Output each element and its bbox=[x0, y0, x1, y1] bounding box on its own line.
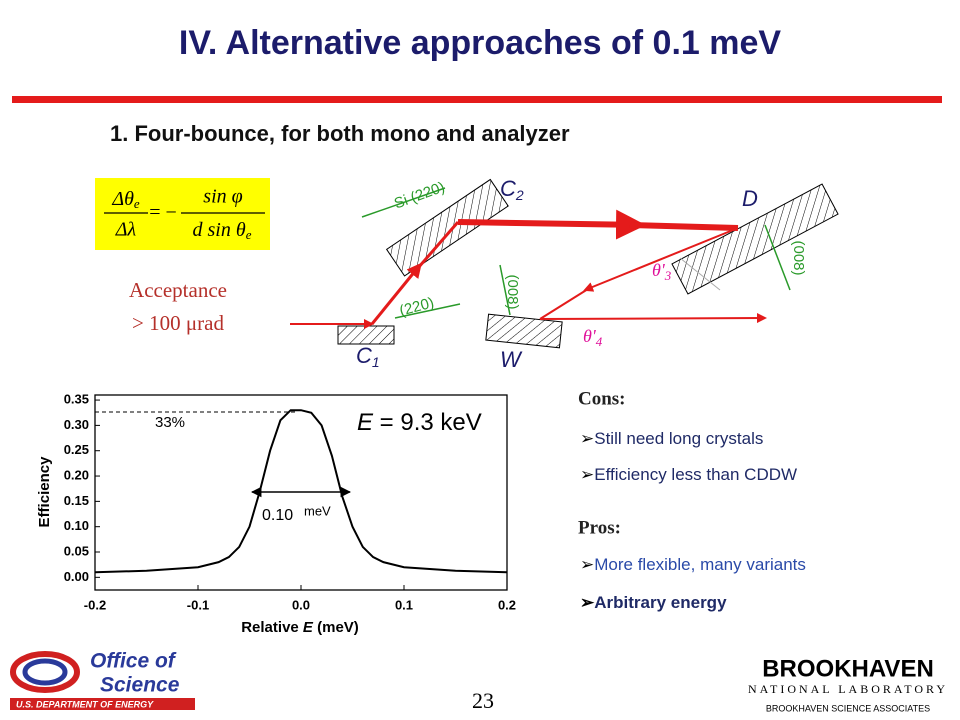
eq-part: Δθ bbox=[111, 188, 134, 210]
crystal-label: W bbox=[500, 347, 523, 372]
page-number: 23 bbox=[472, 688, 494, 713]
item-text: Efficiency less than CDDW bbox=[594, 465, 797, 484]
doe-logo: Office of Science U.S. DEPARTMENT OF ENE… bbox=[10, 650, 195, 710]
subtitle: 1. Four-bounce, for both mono and analyz… bbox=[110, 121, 570, 146]
annotation: 33% bbox=[155, 414, 185, 431]
annotation: meV bbox=[304, 503, 331, 518]
cons-item: ➢Still need long crystals bbox=[580, 429, 763, 448]
x-axis-label: Relative E (meV) bbox=[241, 619, 359, 636]
acceptance: Acceptance bbox=[129, 278, 227, 302]
equation-box bbox=[95, 178, 270, 250]
angle-label: θ'4 bbox=[583, 326, 603, 349]
crystal-c1 bbox=[337, 325, 395, 345]
eq-text: Δλ bbox=[115, 219, 137, 241]
label-part: C bbox=[500, 176, 516, 201]
label-sub: 2 bbox=[515, 187, 524, 203]
beam bbox=[539, 288, 589, 320]
crystal-label: D bbox=[742, 186, 758, 211]
bnl-logo: BROOKHAVEN NATIONAL LABORATORY BROOKHAVE… bbox=[748, 655, 948, 713]
label-part: E bbox=[303, 619, 314, 636]
y-tick-label: 0.35 bbox=[64, 392, 89, 407]
title: IV. Alternative approaches of 0.1 meV bbox=[179, 24, 781, 62]
acceptance: > 100 μrad bbox=[132, 311, 224, 335]
logo-text: BROOKHAVEN SCIENCE ASSOCIATES bbox=[766, 703, 930, 713]
plane-label: (008) bbox=[504, 274, 521, 309]
equation: Δθe Δλ = − sin φ d sin θe bbox=[95, 178, 270, 250]
y-tick-label: 0.30 bbox=[64, 417, 89, 432]
item-text: Still need long crystals bbox=[594, 429, 763, 448]
plane-line bbox=[361, 187, 446, 218]
annotation: 0.10 bbox=[262, 507, 293, 524]
beam bbox=[370, 262, 422, 325]
pros-heading: Pros: bbox=[578, 517, 621, 538]
crystal-w bbox=[485, 313, 563, 349]
angle-line bbox=[679, 257, 721, 291]
label-part: θ' bbox=[652, 260, 666, 280]
cons-heading: Cons: bbox=[578, 388, 626, 409]
y-tick-label: 0.15 bbox=[64, 493, 89, 508]
eq-text: = − bbox=[149, 202, 177, 224]
crystal-c2 bbox=[385, 178, 509, 277]
pros-item: ➢Arbitrary energy bbox=[580, 593, 727, 612]
eq-text: Δθe bbox=[111, 188, 140, 211]
label-part: Relative bbox=[241, 619, 303, 636]
eq-sub: e bbox=[246, 227, 252, 242]
label-part: = 9.3 keV bbox=[373, 409, 482, 436]
label-sub: 1 bbox=[372, 354, 380, 370]
x-tick-label: 0.2 bbox=[498, 597, 516, 612]
label-part: C bbox=[356, 343, 372, 368]
y-tick-label: 0.00 bbox=[64, 569, 89, 584]
crystal-label: C1 bbox=[356, 343, 380, 370]
logo-text: NATIONAL LABORATORY bbox=[748, 682, 948, 696]
x-tick-label: 0.0 bbox=[292, 597, 310, 612]
item-text: More flexible, many variants bbox=[594, 555, 806, 574]
chart: Efficiency Relative E (meV) 33% E = 9.3 … bbox=[36, 392, 516, 636]
label-part: θ' bbox=[583, 326, 597, 346]
plane-line bbox=[499, 264, 511, 316]
y-axis-label: Efficiency bbox=[36, 456, 53, 528]
eq-text: sin φ bbox=[203, 186, 242, 208]
item-text: Arbitrary energy bbox=[594, 593, 727, 612]
eq-text: d sin θe bbox=[193, 219, 252, 242]
eq-sub: e bbox=[134, 196, 140, 211]
crystal-label: C2 bbox=[500, 176, 524, 203]
logo-text: U.S. DEPARTMENT OF ENERGY bbox=[16, 699, 154, 709]
logo-text: BROOKHAVEN bbox=[762, 655, 934, 682]
y-tick-label: 0.10 bbox=[64, 518, 89, 533]
y-tick-label: 0.05 bbox=[64, 543, 89, 558]
x-tick-label: -0.2 bbox=[84, 597, 106, 612]
label-part: E bbox=[357, 409, 374, 436]
cons-item: ➢Efficiency less than CDDW bbox=[580, 465, 797, 484]
x-tick-label: 0.1 bbox=[395, 597, 413, 612]
y-tick-label: 0.20 bbox=[64, 467, 89, 482]
label-sub: 4 bbox=[596, 334, 603, 349]
beam bbox=[457, 209, 646, 240]
angle-label: θ'3 bbox=[652, 260, 672, 283]
beam bbox=[539, 313, 767, 324]
logo-text: Science bbox=[100, 674, 180, 697]
label-sub: 3 bbox=[664, 268, 672, 283]
pros-item: ➢More flexible, many variants bbox=[580, 555, 806, 574]
annotation: E = 9.3 keV bbox=[357, 409, 482, 436]
title-rule bbox=[12, 96, 942, 103]
logo-text: Office of bbox=[90, 650, 177, 673]
efficiency-curve bbox=[94, 409, 508, 574]
plane-line bbox=[394, 303, 461, 319]
plane-label: (220) bbox=[398, 294, 436, 319]
plane-label: (008) bbox=[790, 240, 807, 275]
crystal-d bbox=[671, 183, 839, 295]
beam bbox=[629, 222, 739, 231]
plane-label: Si (220) bbox=[392, 179, 447, 213]
x-tick-label: -0.1 bbox=[187, 597, 209, 612]
eq-part: d sin θ bbox=[193, 219, 246, 241]
diagram: Si (220) C2 D (008) θ'3 (008) (220) C1 W… bbox=[290, 176, 839, 372]
y-tick-label: 0.25 bbox=[64, 442, 89, 457]
beam bbox=[416, 221, 460, 269]
label-part: (meV) bbox=[313, 619, 359, 636]
plane-line bbox=[764, 224, 791, 291]
beam bbox=[583, 227, 739, 292]
